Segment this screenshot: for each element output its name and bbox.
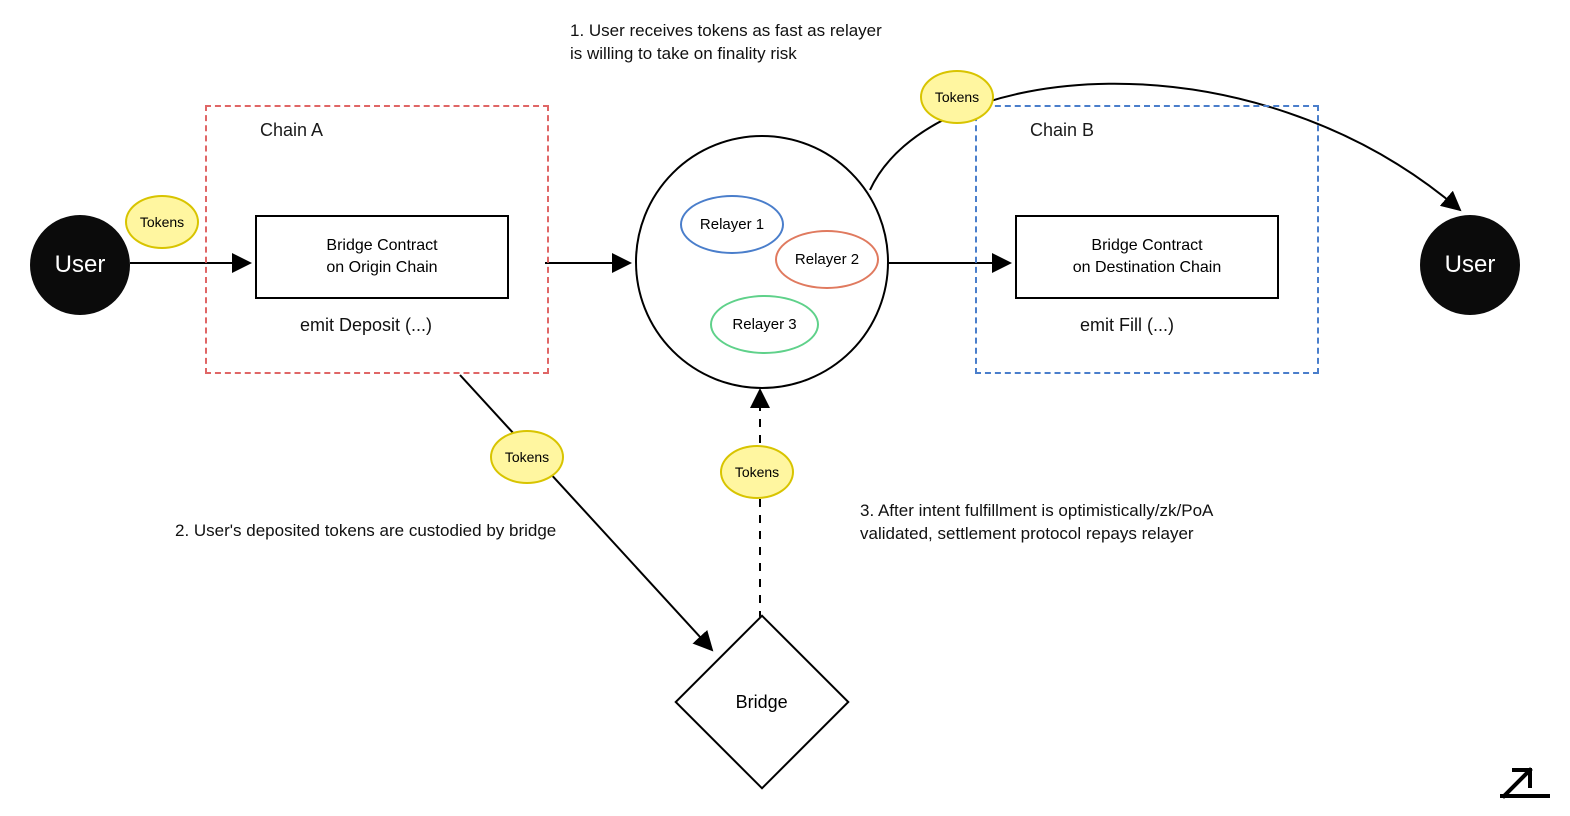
relayer-2-label: Relayer 2 [795,251,859,268]
chain-b-contract: Bridge Contract on Destination Chain [1015,215,1279,299]
tokens-label-2: Tokens [505,449,549,465]
relayer-1: Relayer 1 [680,195,784,254]
tokens-badge-bridge-to-rel: Tokens [720,445,794,499]
chain-a-contract-line2: on Origin Chain [326,257,437,279]
user-right-label: User [1445,251,1496,279]
arrow-chain-a-to-bridge [460,375,712,650]
user-node-left: User [30,215,130,315]
chain-b-label: Chain B [1030,120,1094,141]
caption-3: 3. After intent fulfillment is optimisti… [860,500,1213,546]
caption-1: 1. User receives tokens as fast as relay… [570,20,882,66]
chain-a-contract-line1: Bridge Contract [326,235,437,257]
chain-b-contract-line2: on Destination Chain [1073,257,1222,279]
tokens-badge-user-to-a: Tokens [125,195,199,249]
bridge-label: Bridge [736,692,788,713]
tokens-badge-rel-to-user: Tokens [920,70,994,124]
caption-2: 2. User's deposited tokens are custodied… [175,520,556,543]
tokens-label-3: Tokens [735,464,779,480]
chain-a-emit: emit Deposit (...) [300,315,432,336]
chain-a-contract: Bridge Contract on Origin Chain [255,215,509,299]
corner-logo-icon [1500,760,1550,800]
relayer-3-label: Relayer 3 [732,316,796,333]
relayer-3: Relayer 3 [710,295,819,354]
relayer-2: Relayer 2 [775,230,879,289]
relayer-1-label: Relayer 1 [700,216,764,233]
bridge-node: Bridge [700,640,824,764]
tokens-badge-a-to-bridge: Tokens [490,430,564,484]
chain-b-emit: emit Fill (...) [1080,315,1174,336]
user-left-label: User [55,251,106,279]
user-node-right: User [1420,215,1520,315]
chain-a-label: Chain A [260,120,323,141]
tokens-label-4: Tokens [935,89,979,105]
chain-b-contract-line1: Bridge Contract [1091,235,1202,257]
tokens-label-1: Tokens [140,214,184,230]
